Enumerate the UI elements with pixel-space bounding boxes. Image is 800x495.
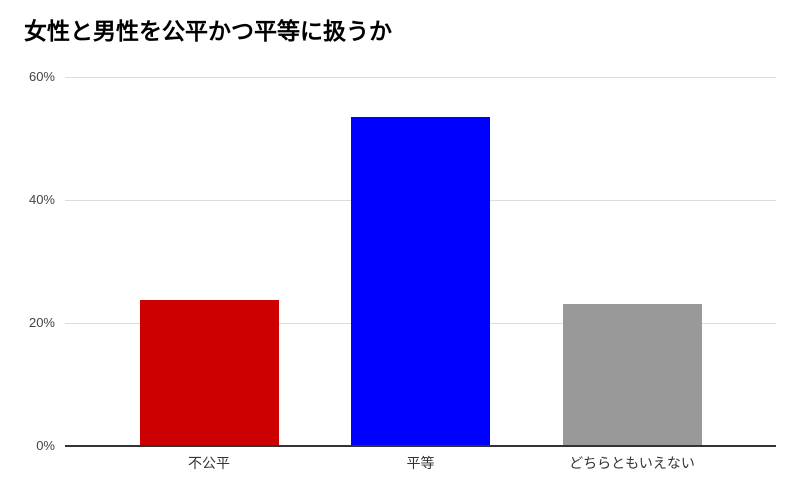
plot-area (65, 77, 776, 447)
x-axis-category-label: 不公平 (188, 455, 230, 471)
y-axis-tick-label: 0% (36, 438, 55, 453)
bar-不公平 (139, 300, 279, 446)
bar-どちらともいえない (562, 303, 702, 446)
y-axis-tick-label: 60% (28, 69, 55, 84)
gridline (65, 77, 776, 78)
x-axis-line (65, 445, 776, 447)
x-axis-category-label: どちらともいえない (569, 455, 695, 471)
chart-title: 女性と男性を公平かつ平等に扱うか (24, 18, 392, 44)
y-axis-tick-label: 20% (28, 315, 55, 330)
bar-平等 (351, 116, 490, 446)
y-axis-tick-label: 40% (28, 192, 55, 207)
x-axis-category-label: 平等 (406, 455, 435, 471)
